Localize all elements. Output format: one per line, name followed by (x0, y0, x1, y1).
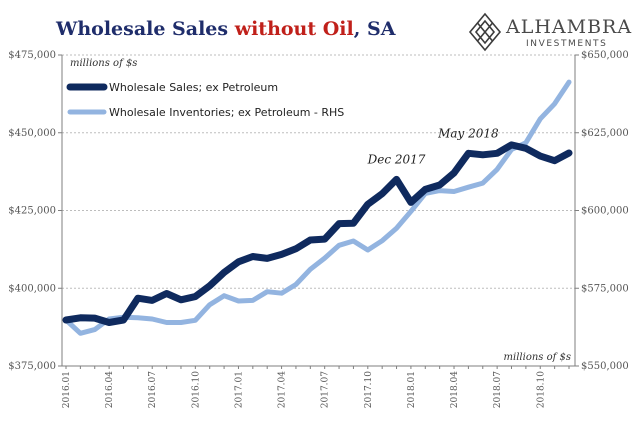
x-tick-label: 2018.07 (493, 371, 503, 408)
legend-label: Wholesale Inventories; ex Petroleum - RH… (109, 106, 344, 119)
x-tick-label: 2018.01 (407, 371, 417, 408)
logo-name: ALHAMBRA (506, 16, 633, 38)
x-tick-label: 2017.07 (321, 371, 331, 408)
chart-title-main: Wholesale Sales (56, 18, 235, 40)
y-right-tick-label: $625,000 (581, 128, 629, 139)
y-right-tick-label: $575,000 (581, 283, 629, 294)
y-left-tick-label: $425,000 (8, 206, 56, 217)
chart-title-highlight: without Oil (234, 18, 354, 40)
x-tick-label: 2016.01 (62, 371, 72, 408)
annotation-label: May 2018 (437, 126, 499, 140)
series-line-wholesale-inventories (63, 79, 572, 336)
legend-label: Wholesale Sales; ex Petroleum (109, 81, 278, 94)
annotation-label: Dec 2017 (367, 152, 426, 166)
chart-title: Wholesale Sales without Oil, SA (56, 18, 395, 40)
alhambra-logo: ALHAMBRA INVESTMENTS (468, 12, 631, 56)
series-line-wholesale-sales (62, 141, 573, 326)
logo-subtitle: INVESTMENTS (526, 39, 608, 49)
y-right-unit-label: millions of $s (504, 352, 571, 363)
x-tick-label: 2018.10 (536, 371, 546, 408)
x-tick-label: 2016.10 (191, 371, 201, 408)
y-right-tick-label: $650,000 (581, 50, 629, 61)
y-right-tick-label: $600,000 (581, 206, 629, 217)
x-tick-label: 2016.04 (105, 371, 115, 408)
chart-title-suffix: , SA (353, 18, 396, 40)
x-tick-label: 2016.07 (148, 371, 158, 408)
y-left-tick-label: $475,000 (8, 50, 56, 61)
y-left-unit-label: millions of $s (70, 58, 137, 69)
y-right-tick-label: $550,000 (581, 361, 629, 372)
diamond-lattice-icon (468, 12, 502, 52)
x-tick-label: 2017.10 (364, 371, 374, 408)
y-left-tick-label: $450,000 (8, 128, 56, 139)
x-tick-label: 2017.04 (278, 371, 288, 408)
x-tick-label: 2018.04 (450, 371, 460, 408)
y-left-tick-label: $375,000 (8, 361, 56, 372)
x-tick-label: 2017.01 (234, 371, 244, 408)
y-left-tick-label: $400,000 (8, 283, 56, 294)
